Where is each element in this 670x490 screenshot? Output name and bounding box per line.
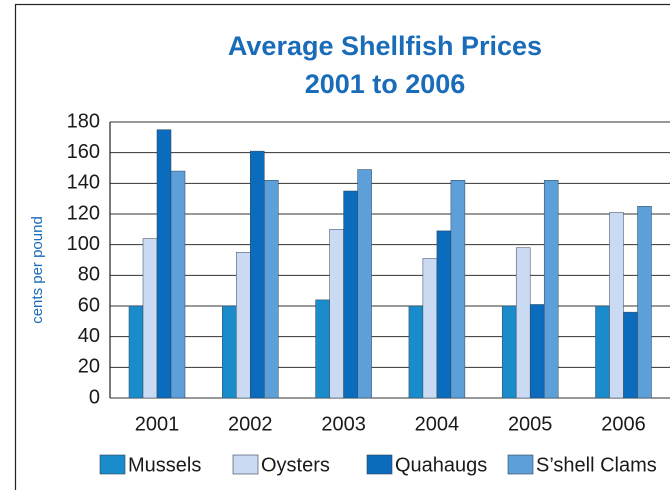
bar xyxy=(501,305,517,399)
bar xyxy=(142,238,158,399)
bar xyxy=(515,247,531,399)
bar xyxy=(422,258,438,399)
bar xyxy=(236,252,251,399)
x-tick-label: 2001 xyxy=(135,413,180,435)
y-tick-label: 100 xyxy=(67,233,100,255)
y-tick-label: 40 xyxy=(78,325,100,347)
y-tick-label: 160 xyxy=(67,141,100,163)
x-tick-label: 2003 xyxy=(321,413,366,435)
y-tick-label: 20 xyxy=(78,356,100,378)
bar xyxy=(315,299,330,399)
x-tick-label: 2005 xyxy=(508,413,553,435)
bar xyxy=(156,129,172,399)
bar xyxy=(408,305,424,399)
y-tick-label: 120 xyxy=(67,202,100,224)
x-tick-label: 2002 xyxy=(228,413,273,435)
legend-label: S’shell Clams xyxy=(536,454,657,476)
y-tick-label: 140 xyxy=(67,172,100,194)
frame xyxy=(14,3,670,490)
bar xyxy=(450,180,466,399)
bar xyxy=(357,169,372,399)
y-tick-label: 180 xyxy=(67,110,100,132)
legend-label: Oysters xyxy=(261,454,330,476)
chart-subtitle: 2001 to 2006 xyxy=(305,69,466,99)
x-tick-label: 2006 xyxy=(601,413,646,435)
bar xyxy=(343,190,358,399)
chart-title: Average Shellfish Prices xyxy=(228,31,542,61)
legend-swatch xyxy=(99,454,126,475)
legend-swatch xyxy=(507,454,534,475)
legend-swatch xyxy=(366,454,393,475)
bar xyxy=(250,150,265,399)
bar xyxy=(637,206,652,399)
bar xyxy=(222,305,237,399)
bar xyxy=(264,180,279,399)
bar xyxy=(543,180,559,399)
y-axis-label: cents per pound xyxy=(29,216,46,324)
x-tick-label: 2004 xyxy=(415,413,460,435)
bar xyxy=(128,305,144,399)
bar xyxy=(529,304,545,399)
bar xyxy=(609,212,624,399)
bar xyxy=(170,170,186,399)
legend-swatch xyxy=(232,454,259,475)
y-tick-label: 60 xyxy=(78,294,100,316)
y-tick-label: 80 xyxy=(78,264,100,286)
y-tick-label: 0 xyxy=(89,386,100,408)
bar xyxy=(623,311,638,399)
legend-label: Quahaugs xyxy=(395,454,487,476)
bar xyxy=(595,305,610,399)
legend-label: Mussels xyxy=(128,454,201,476)
bar xyxy=(436,230,452,399)
bar xyxy=(329,229,344,399)
